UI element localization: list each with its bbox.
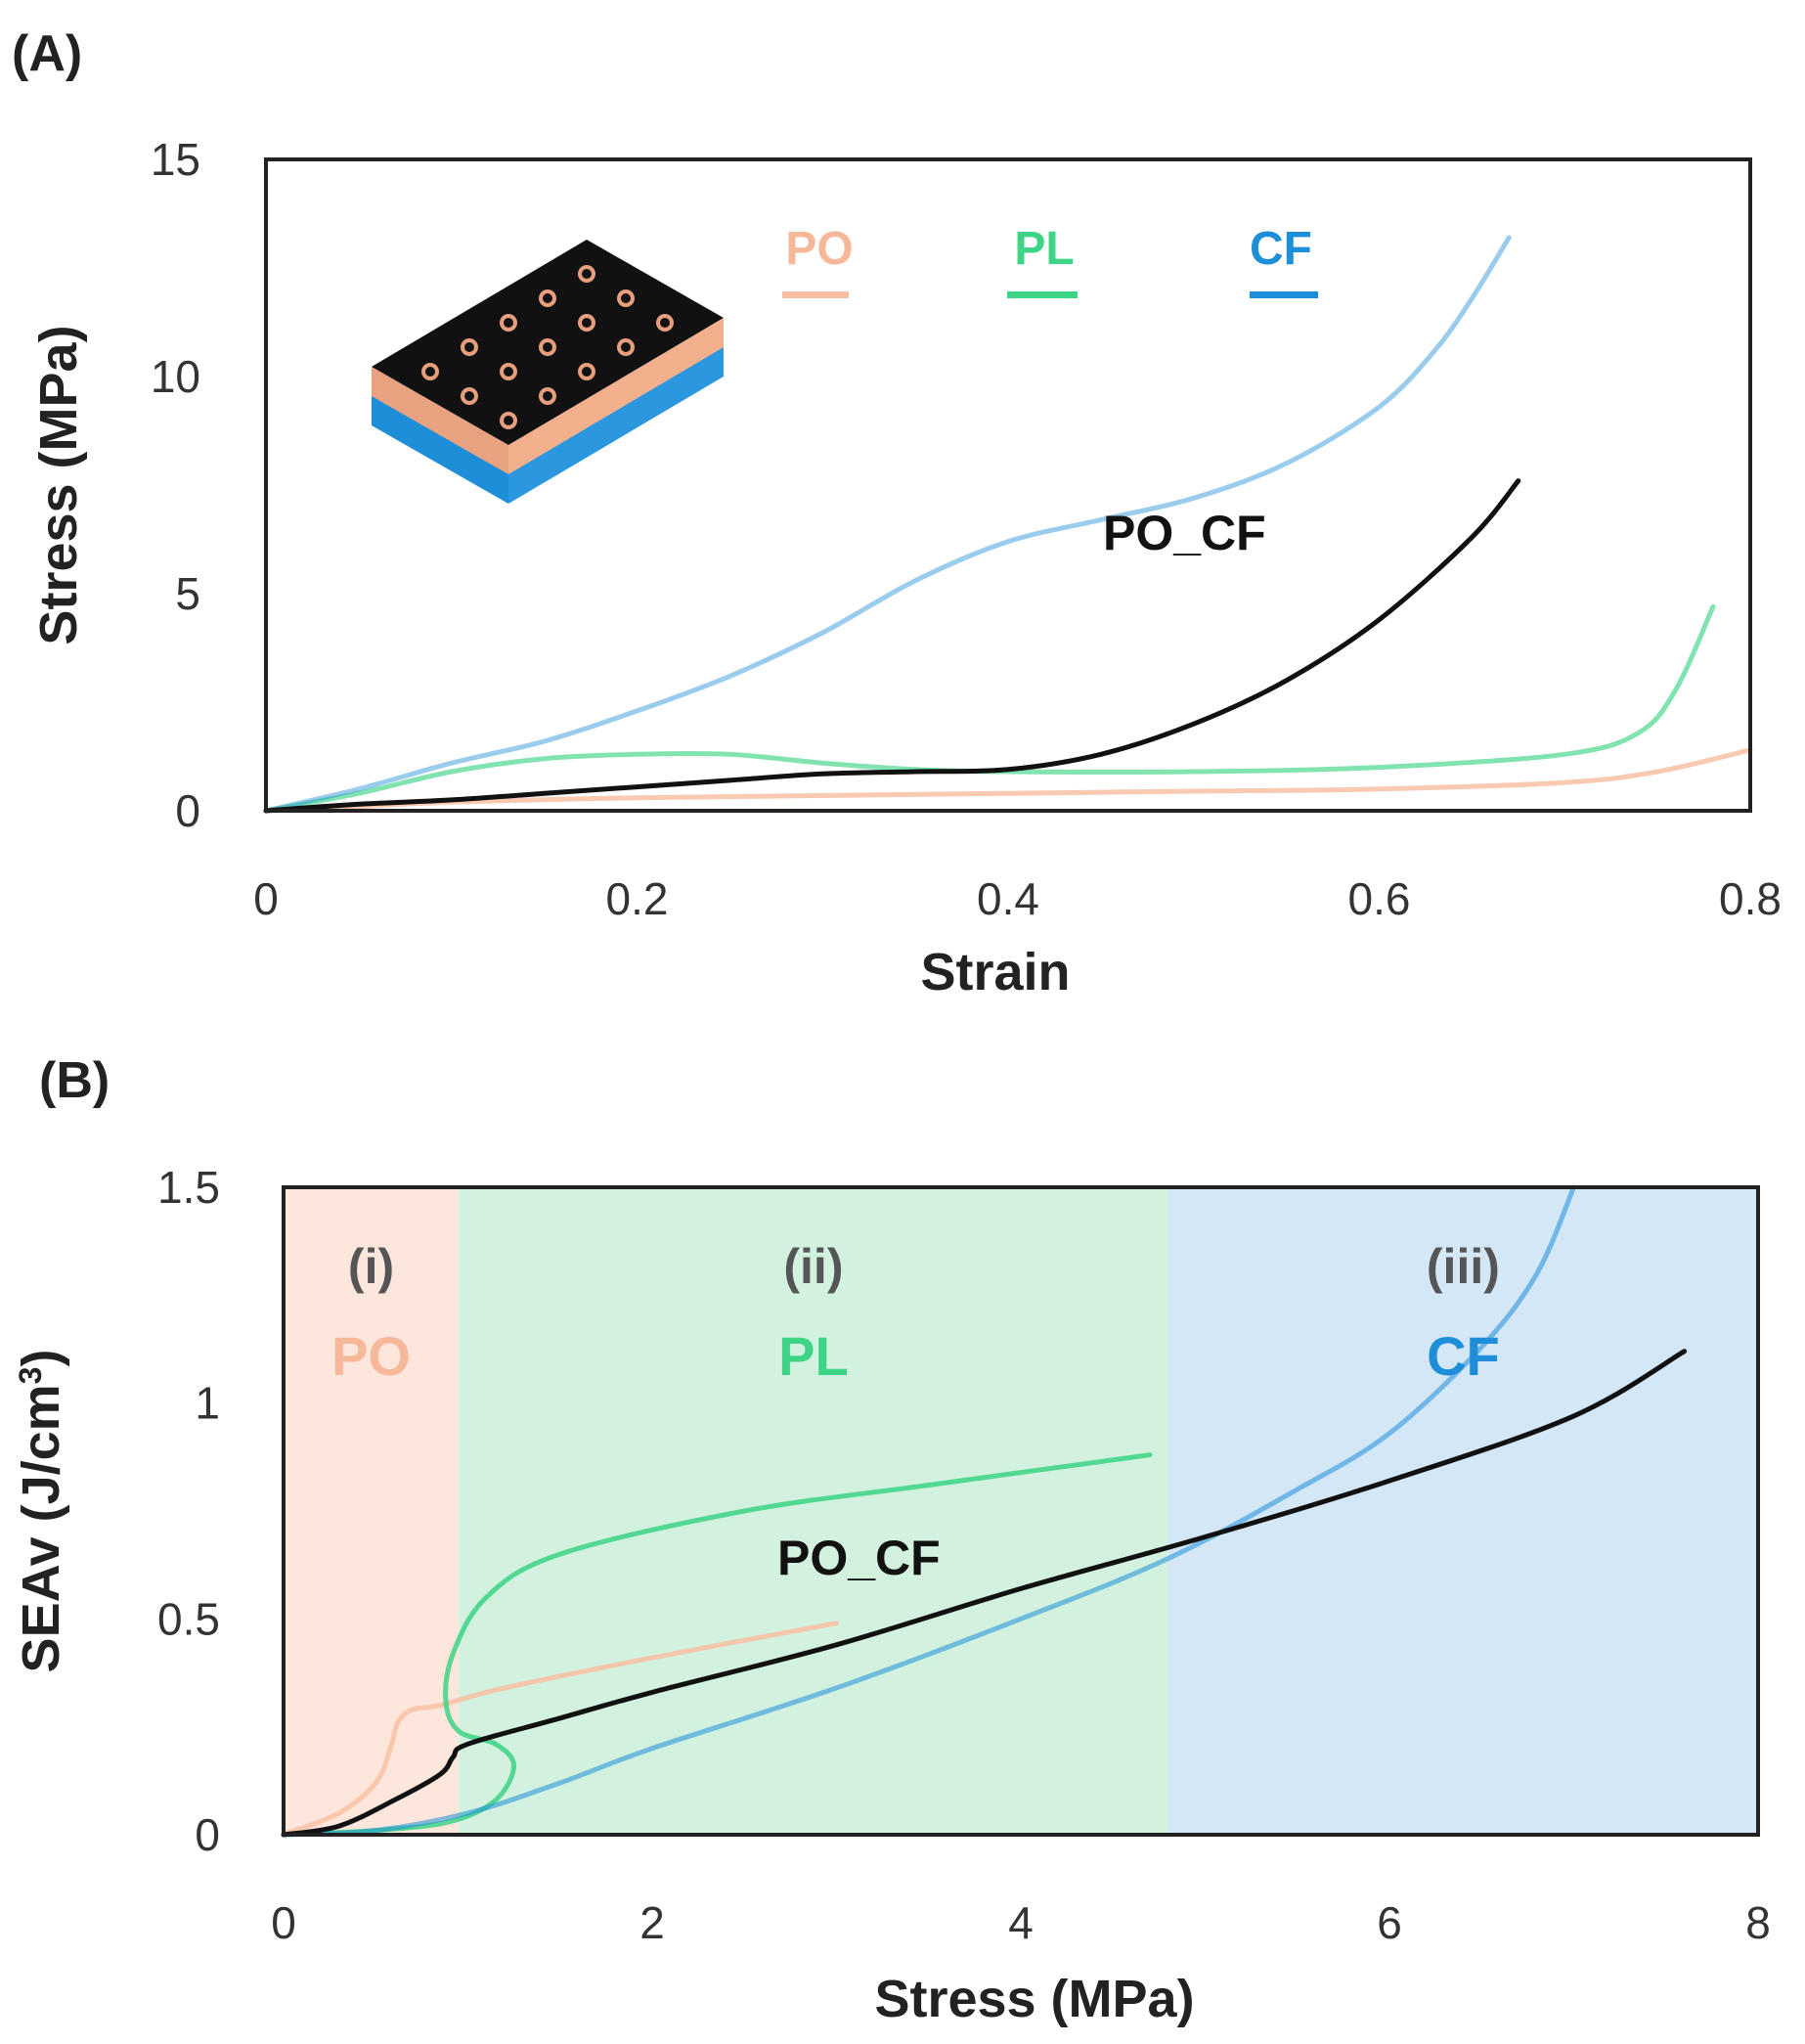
legend-swatch-cf [1250,291,1318,298]
y-tick-label: 0 [195,1809,220,1860]
y-axis-title: SEAv (J/cm3) [12,1350,70,1673]
series-line-cf [281,1184,1576,1838]
panel-a: (A) [12,25,1782,1001]
x-tick-label: 2 [639,1897,665,1948]
series-line-cf [263,235,1512,814]
annotation-po-cf: PO_CF [777,1531,941,1585]
panel-b-curves [281,1184,1688,1838]
y-tick-label: 0.5 [157,1593,220,1644]
x-tick-label: 0.6 [1348,873,1411,924]
x-axis-title: Stress (MPa) [874,1970,1194,2028]
y-tick-label: 10 [151,351,200,402]
series-line-po-cf [263,478,1521,814]
region-number-i: (i) [348,1239,394,1294]
panel-a-y-ticks: 0 5 10 15 [151,134,200,836]
legend-swatch-pl [1007,291,1078,298]
panel-b-regions [284,1187,1758,1835]
y-tick-label: 1.5 [157,1162,220,1213]
legend-label-pl: PL [1014,223,1074,275]
panel-a-plot-frame [264,157,1752,813]
panel-b-region-labels: (i) PO (ii) PL (iii) CF [331,1239,1500,1387]
annotation-po-cf: PO_CF [1103,506,1266,560]
region-po-band [284,1187,460,1835]
x-tick-label: 0 [253,873,279,924]
region-name-cf: CF [1427,1325,1500,1387]
panel-a-curves [263,235,1753,814]
x-tick-label: 0.8 [1719,873,1782,924]
panel-b: (B) (i) PO (ii) PL (iii) CF PO_CF 0 2 4 … [12,1052,1771,2028]
x-tick-label: 6 [1377,1897,1402,1948]
panel-a-label: (A) [12,25,82,82]
x-tick-label: 0.4 [977,873,1039,924]
x-tick-label: 8 [1745,1897,1771,1948]
region-number-iii: (iii) [1427,1239,1500,1294]
series-line-po-cf [281,1349,1688,1838]
y-axis-title: Stress (MPa) [29,325,88,644]
legend-label-po: PO [785,223,853,275]
panel-b-x-ticks: 0 2 4 6 8 [271,1897,1771,1948]
y-tick-label: 15 [151,134,200,185]
region-number-ii: (ii) [783,1239,843,1294]
series-line-pl [263,603,1716,814]
region-name-pl: PL [778,1325,849,1387]
series-line-pl [281,1452,1153,1838]
panel-b-plot-frame [282,1185,1760,1837]
panel-b-label: (B) [39,1052,110,1109]
region-pl-band [459,1187,1168,1835]
region-name-po: PO [331,1325,411,1387]
x-tick-label: 4 [1008,1897,1034,1948]
region-cf-band [1167,1187,1758,1835]
series-line-po [281,1621,839,1838]
y-tick-label: 5 [175,568,200,619]
legend-label-cf: CF [1250,223,1312,275]
x-axis-title: Strain [920,943,1070,1001]
y-tick-label: 1 [195,1378,220,1429]
y-tick-label: 0 [175,785,200,836]
panel-a-legend: PO PL CF [782,223,1318,298]
x-tick-label: 0 [271,1897,296,1948]
panel-a-x-ticks: 0 0.2 0.4 0.6 0.8 [253,873,1782,924]
panel-b-y-ticks: 0 0.5 1 1.5 [157,1162,220,1860]
x-tick-label: 0.2 [606,873,669,924]
legend-swatch-po [782,291,849,298]
honeycomb-lattice-block-icon [372,240,724,504]
